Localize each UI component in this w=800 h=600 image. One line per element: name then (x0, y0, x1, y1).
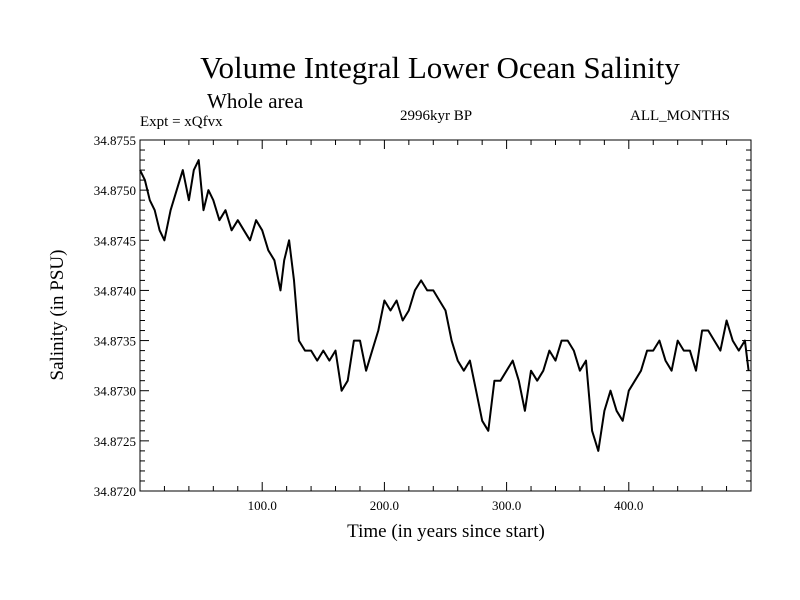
x-tick-label: 400.0 (614, 498, 643, 513)
y-tick-label: 34.8750 (94, 183, 136, 198)
x-axis: 100.0 200.0 300.0 400.0 (163, 140, 728, 513)
x-tick-label: 300.0 (492, 498, 521, 513)
experiment-label: Expt = xQfvx (140, 114, 223, 130)
y-axis-label: Salinity (in PSU) (47, 250, 68, 381)
x-tick-label: 100.0 (248, 498, 277, 513)
chart-subtitle: Whole area (207, 89, 304, 113)
y-axis: 34.8720 34.8725 34.8730 34.8735 34.8740 34.87… (94, 133, 751, 499)
y-tick-label: 34.8745 (94, 233, 136, 248)
x-axis-label: Time (in years since start) (347, 521, 545, 542)
y-tick-label: 34.8730 (94, 384, 136, 399)
chart-title: Volume Integral Lower Ocean Salinity (200, 50, 680, 85)
y-tick-label: 34.8740 (94, 283, 136, 298)
y-tick-label: 34.8755 (94, 133, 136, 148)
x-tick-label: 200.0 (370, 498, 399, 513)
salinity-series-line (139, 159, 750, 452)
time-period-label: 2996kyr BP (400, 108, 473, 124)
months-label: ALL_MONTHS (630, 108, 730, 124)
y-tick-label: 34.8720 (94, 484, 136, 499)
plot-frame (139, 139, 752, 492)
y-tick-label: 34.8725 (94, 434, 136, 449)
y-tick-label: 34.8735 (94, 334, 136, 349)
